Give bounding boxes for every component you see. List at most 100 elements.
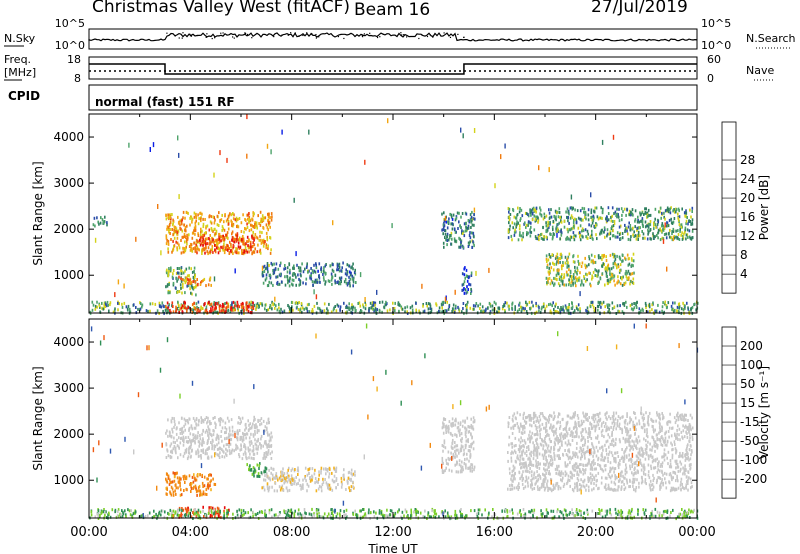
power-cell (389, 308, 391, 312)
velocity-cell (348, 486, 350, 490)
power-cell (237, 217, 239, 221)
power-cell (535, 206, 538, 210)
power-cell (447, 220, 449, 224)
power-cell (599, 232, 601, 236)
velocity-cell (340, 480, 343, 484)
velocity-cell (464, 444, 467, 447)
velocity-cell (219, 423, 221, 427)
power-cell (611, 273, 613, 277)
power-cell (182, 250, 185, 254)
power-cell (91, 300, 94, 304)
velocity-cell (519, 413, 521, 417)
power-cell (591, 233, 593, 237)
power-cell (447, 222, 450, 225)
velocity-cell (535, 479, 538, 483)
power-cell (467, 245, 470, 248)
nsky-spike (220, 32, 222, 34)
power-cell (528, 300, 531, 304)
power-cell (123, 301, 126, 305)
velocity-cell (290, 474, 293, 478)
power-cell (462, 230, 465, 234)
power-cell (657, 303, 659, 307)
power-cell (149, 147, 151, 152)
power-cell (305, 266, 308, 269)
velocity-cell (165, 472, 168, 476)
velocity-cell (600, 481, 603, 485)
power-cell (470, 292, 472, 295)
power-cell (147, 309, 149, 313)
velocity-cell (613, 456, 615, 460)
velocity-cell (557, 420, 559, 424)
power-cell (339, 305, 342, 309)
velocity-cell (263, 478, 265, 482)
velocity-cell (466, 457, 468, 461)
velocity-cell (194, 426, 197, 430)
power-cell (551, 225, 554, 229)
power-cell (213, 240, 215, 244)
power-cell (167, 271, 170, 275)
power-cell (604, 228, 606, 232)
power-cell (556, 252, 559, 256)
power-cell (542, 302, 545, 306)
velocity-cell (266, 431, 269, 435)
velocity-cell (170, 442, 173, 446)
power-cell (654, 235, 656, 239)
velocity-cell (462, 445, 464, 449)
velocity-cell (678, 455, 680, 459)
power-cell (670, 304, 673, 308)
nsky-spike (337, 35, 340, 38)
power-cell (224, 302, 226, 305)
velocity-cell (661, 461, 664, 465)
power-cell (137, 307, 139, 311)
power-cell (542, 225, 544, 229)
power-cell (530, 225, 532, 229)
power-cell (507, 228, 510, 232)
power-cell (346, 271, 349, 275)
power-cell (591, 303, 594, 307)
power-cell (342, 261, 344, 265)
velocity-cell (655, 444, 657, 448)
power-cell (652, 301, 654, 305)
power-cell (616, 266, 618, 270)
power-cell (520, 234, 523, 238)
power-cell (233, 304, 236, 308)
power-cell (566, 207, 569, 211)
power-cell (544, 307, 547, 311)
power-cell (255, 222, 258, 226)
power-cell (590, 260, 593, 264)
power-cell (634, 209, 637, 213)
velocity-cell (451, 441, 453, 445)
colorbar-tick-label: 12 (740, 229, 755, 243)
power-cell (555, 255, 558, 259)
power-cell (532, 206, 535, 210)
power-cell (526, 231, 528, 235)
velocity-cell (320, 466, 323, 470)
power-cell (302, 281, 304, 285)
velocity-cell (444, 418, 447, 421)
power-cell (566, 308, 568, 312)
power-cell (672, 230, 675, 233)
power-cell (297, 308, 300, 311)
velocity-cell (629, 448, 631, 452)
power-cell (438, 309, 440, 313)
power-cell (288, 279, 291, 283)
velocity-cell (180, 515, 183, 519)
power-cell (262, 240, 264, 244)
power-cell (206, 237, 208, 241)
power-cell (458, 245, 460, 249)
power-cell (121, 305, 124, 309)
power-cell (293, 272, 295, 275)
power-cell (467, 224, 470, 228)
power-cell (472, 304, 475, 308)
colorbar-tick-label: 20 (740, 191, 755, 205)
velocity-cell (183, 417, 186, 421)
velocity-cell (168, 430, 171, 434)
power-cell (617, 275, 619, 279)
power-cell (192, 308, 195, 312)
power-cell (288, 305, 290, 309)
power-cell (656, 233, 658, 237)
velocity-cell (310, 478, 312, 482)
power-cell (462, 133, 464, 139)
power-cell (468, 219, 471, 223)
